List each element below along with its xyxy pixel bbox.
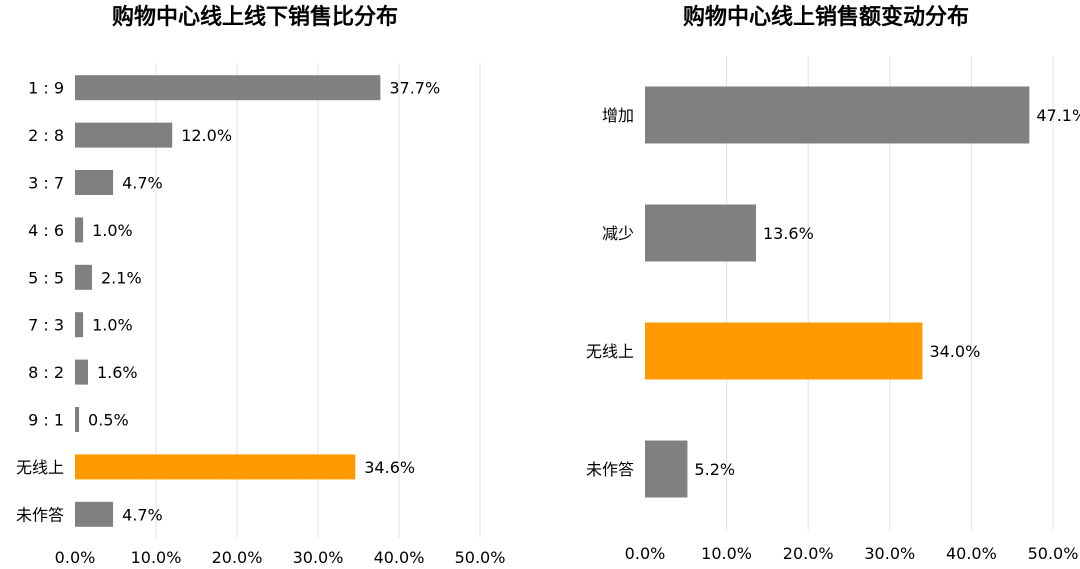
category-label: 未作答 (16, 505, 64, 524)
x-tick-label: 40.0% (946, 544, 997, 563)
bar (75, 75, 381, 101)
bar (75, 312, 84, 338)
bar (75, 217, 84, 243)
x-tick-label: 20.0% (212, 548, 263, 567)
data-label: 13.6% (763, 224, 814, 243)
category-label: 7 : 3 (28, 316, 64, 335)
data-label: 4.7% (122, 174, 163, 193)
x-tick-label: 50.0% (1028, 544, 1079, 563)
category-label: 减少 (602, 224, 634, 243)
data-label: 12.0% (181, 126, 232, 145)
chart-1: 购物中心线上线下销售比分布 0.0% 10.0% 20.0% 30.0% 40.0% 50.… (16, 4, 505, 567)
data-label: 2.1% (101, 268, 142, 287)
bar (645, 204, 756, 262)
category-label: 5 : 5 (28, 268, 64, 287)
x-tick-label: 30.0% (864, 544, 915, 563)
bar (75, 454, 356, 480)
category-label: 4 : 6 (28, 221, 64, 240)
data-label: 4.7% (122, 505, 163, 524)
data-label: 34.6% (364, 458, 415, 477)
bar (75, 122, 173, 148)
data-label: 37.7% (389, 79, 440, 98)
data-label: 5.2% (694, 460, 735, 479)
data-label: 47.1% (1036, 106, 1080, 125)
category-label: 2 : 8 (28, 126, 64, 145)
bar (75, 170, 114, 195)
x-tick-label: 10.0% (131, 548, 182, 567)
category-label: 增加 (602, 106, 634, 125)
data-label: 1.0% (92, 221, 133, 240)
bar (75, 407, 80, 432)
x-tick-label: 50.0% (455, 548, 506, 567)
x-tick-label: 40.0% (374, 548, 425, 567)
chart-title: 购物中心线上销售额变动分布 (683, 4, 969, 30)
x-tick-label: 10.0% (701, 544, 752, 563)
x-tick-label: 0.0% (625, 544, 666, 563)
bar (645, 86, 1030, 144)
data-label: 0.5% (88, 411, 129, 430)
category-label: 无线上 (586, 342, 634, 361)
category-label: 未作答 (586, 460, 634, 479)
x-tick-label: 30.0% (293, 548, 344, 567)
category-label: 无线上 (16, 458, 64, 477)
data-label: 1.0% (92, 316, 133, 335)
bar (645, 322, 923, 380)
bar (645, 440, 688, 498)
x-tick-label: 0.0% (55, 548, 96, 567)
data-label: 1.6% (97, 363, 138, 382)
x-tick-label: 20.0% (783, 544, 834, 563)
chart-2: 购物中心线上销售额变动分布 0.0% 10.0% 20.0% 30.0% 40.0% 50.… (586, 4, 1080, 563)
category-label: 1 : 9 (28, 79, 64, 98)
category-label: 9 : 1 (28, 411, 64, 430)
chart-title: 购物中心线上线下销售比分布 (112, 4, 398, 30)
category-label: 8 : 2 (28, 363, 64, 382)
data-label: 34.0% (929, 342, 980, 361)
bar (75, 264, 93, 290)
category-label: 3 : 7 (28, 174, 64, 193)
bar (75, 359, 88, 385)
bar (75, 501, 114, 527)
